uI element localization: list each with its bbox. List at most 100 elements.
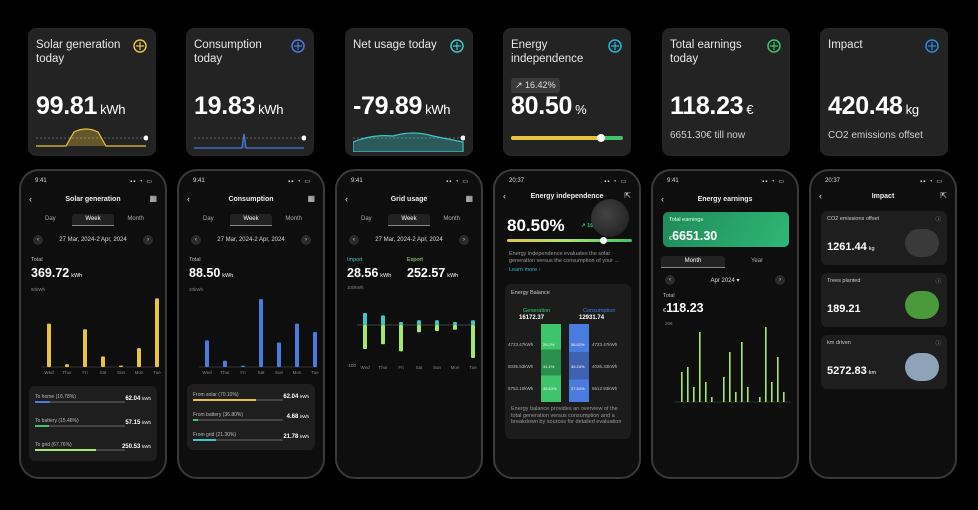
x-tick-label: Tue [153, 370, 161, 375]
consumption-column [569, 324, 589, 402]
back-icon[interactable]: ‹ [187, 194, 190, 204]
impact-value: 1261.44 kg [827, 241, 875, 253]
share-icon[interactable]: ⇱ [940, 191, 947, 200]
x-tick-label: Sun [433, 365, 442, 370]
tree-icon [905, 291, 939, 319]
x-tick-label: Sat [100, 370, 108, 375]
back-icon[interactable]: ‹ [661, 194, 664, 204]
x-tick-label: Mon [135, 370, 144, 375]
status-icons: ▪▪ ◔ ▭ [288, 179, 311, 185]
next-icon[interactable]: › [143, 235, 153, 245]
next-icon[interactable]: › [459, 235, 469, 245]
summary-card[interactable]: Energy independence ↗ 16.42% 80.50% [503, 28, 631, 156]
card-sparkline [511, 134, 623, 142]
bar [47, 323, 51, 367]
x-tick-label: Wed [44, 370, 54, 375]
import-value: 28.56 kWh [347, 266, 392, 280]
back-icon[interactable]: ‹ [345, 194, 348, 204]
phone-energy-independence: 20:37 ▪▪ ◔ ▭ ‹ Energy independence ⇱ 80.5… [493, 169, 641, 479]
bar [137, 348, 141, 367]
info-icon[interactable]: ⓘ [935, 279, 941, 285]
next-icon[interactable]: › [775, 275, 785, 285]
prev-icon[interactable]: ‹ [191, 235, 201, 245]
screen-title: Solar generation [65, 196, 121, 203]
export-bar [363, 325, 367, 349]
bar [723, 377, 725, 402]
lightning-icon [608, 39, 622, 53]
phone-energy-earnings: 9:41 ▪▪ ◔ ▭ ‹ Energy earnings Total earni… [651, 169, 799, 479]
progress-thumb [597, 134, 605, 142]
total-value: 88.50 kWh [189, 266, 234, 280]
x-tick-label: Fri [82, 370, 87, 375]
next-icon[interactable]: › [301, 235, 311, 245]
import-bar [399, 322, 403, 325]
card-title: Total earnings today [670, 39, 742, 65]
breakdown-box: From solar (70.10%) 62.04 kWh From battery… [187, 384, 315, 450]
x-tick-label: Sat [258, 370, 266, 375]
x-tick-label: Thur [220, 370, 230, 375]
month-selector[interactable]: ‹ Apr 2024 ▾ › [661, 275, 789, 287]
card-title: Solar generation today [36, 39, 121, 65]
info-icon[interactable]: ⓘ [935, 217, 941, 223]
sparkline-end [301, 135, 306, 141]
summary-card[interactable]: Impact 420.48 kg CO2 emissions offset [820, 28, 948, 156]
tab-month[interactable]: Month [127, 216, 145, 222]
tab-month[interactable]: Month [661, 256, 725, 268]
calendar-icon[interactable]: ▦ [465, 194, 473, 203]
prev-icon[interactable]: ‹ [33, 235, 43, 245]
bar [119, 365, 123, 367]
earnings-value: €6651.30 [669, 229, 718, 243]
bar [741, 342, 743, 402]
home-icon [291, 39, 305, 53]
tab-day[interactable]: Day [203, 216, 214, 222]
tab-week[interactable]: Week [71, 214, 115, 226]
back-icon[interactable]: ‹ [819, 191, 822, 201]
bar [681, 372, 683, 402]
bar [729, 352, 731, 402]
tab-week[interactable]: Week [387, 214, 431, 226]
bar [101, 356, 105, 367]
summary-card[interactable]: Consumption today 19.83 kWh [186, 28, 314, 156]
bar [771, 382, 773, 402]
tab-month[interactable]: Month [443, 216, 461, 222]
date-range: ‹ 27 Mar, 2024-2 Apr, 2024 › [29, 235, 157, 247]
export-bar [453, 325, 457, 330]
impact-card: CO2 emissions offset ⓘ 1261.44 kg [821, 211, 947, 265]
calendar-icon[interactable]: ▦ [307, 194, 315, 203]
tab-month[interactable]: Month [285, 216, 303, 222]
impact-value: 5272.83 km [827, 365, 877, 377]
sparkline-end [460, 135, 465, 141]
bar [759, 397, 761, 402]
impact-card: Trees planted ⓘ 189.21 [821, 273, 947, 327]
import-bar [435, 320, 439, 325]
back-icon[interactable]: ‹ [503, 191, 506, 201]
learn-more-link[interactable]: Learn more › [509, 267, 541, 273]
export-value: 252.57 kWh [407, 266, 459, 280]
info-icon[interactable]: ⓘ [935, 341, 941, 347]
screen-title: Energy earnings [697, 196, 753, 203]
export-label: Export [407, 257, 423, 263]
back-icon[interactable]: ‹ [29, 194, 32, 204]
bar [699, 332, 701, 402]
calendar-icon[interactable]: ▦ [149, 194, 157, 203]
impact-value: 189.21 [827, 303, 861, 315]
total-label: Total [31, 257, 43, 263]
tab-year[interactable]: Year [750, 258, 764, 264]
card-sparkline [353, 132, 465, 152]
bar [259, 299, 263, 367]
tab-day[interactable]: Day [361, 216, 372, 222]
summary-card[interactable]: Solar generation today 99.81 kWh [28, 28, 156, 156]
bar [277, 342, 281, 367]
bar [705, 382, 707, 402]
tab-week[interactable]: Week [229, 214, 273, 226]
share-icon[interactable]: ⇱ [624, 191, 631, 200]
bar [735, 392, 737, 402]
tab-day[interactable]: Day [45, 216, 56, 222]
van-icon [905, 353, 939, 381]
breakdown-row: From grid (21.30%) 21.78 kWh [193, 432, 309, 441]
sparkline-end [143, 135, 148, 141]
prev-icon[interactable]: ‹ [349, 235, 359, 245]
summary-card[interactable]: Net usage today -79.89 kWh [345, 28, 473, 156]
prev-icon[interactable]: ‹ [665, 275, 675, 285]
summary-card[interactable]: Total earnings today 118.23 € 6651.30€ ti… [662, 28, 790, 156]
